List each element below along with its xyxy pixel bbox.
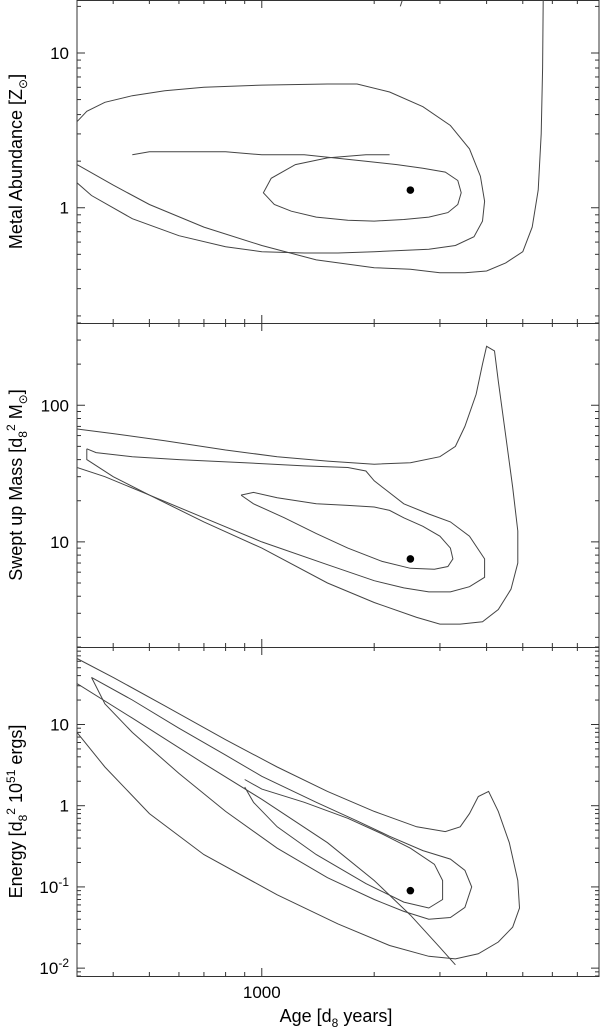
x-axis-label: Age [d8 years]	[280, 1006, 393, 1029]
confidence-contour	[77, 83, 486, 254]
y-axis-label: Swept up Mass [d82 M⊙]	[4, 389, 30, 581]
best-fit-point	[406, 886, 415, 895]
y-tick-label: 100	[41, 396, 69, 415]
plot-frame	[76, 0, 600, 324]
confidence-contour	[77, 658, 521, 960]
y-axis-label: Metal Abundance [Z⊙]	[6, 74, 30, 249]
y-axis-label: Energy [d82 1051 ergs]	[4, 725, 30, 899]
plot-frame	[76, 323, 600, 648]
best-fit-point	[406, 555, 415, 563]
y-tick-label: 10	[50, 715, 69, 734]
confidence-contour	[91, 676, 473, 920]
confidence-contour	[240, 491, 454, 570]
plot-frame	[76, 647, 600, 977]
confidence-contour	[77, 345, 519, 625]
confidence-contour	[77, 0, 544, 274]
confidence-contour	[399, 0, 403, 7]
confidence-contour	[244, 779, 444, 909]
x-tick-label: 1000	[243, 983, 281, 1002]
swept-up-mass-panel: 10 100 Swept up Mass [d82 M⊙]	[4, 322, 600, 648]
y-tick-label: 10-1	[39, 875, 69, 897]
y-tick-label: 1	[60, 199, 69, 218]
y-tick-label: 10-2	[39, 956, 69, 978]
confidence-contour	[86, 448, 486, 593]
confidence-contour	[77, 683, 456, 966]
y-tick-label: 10	[50, 533, 69, 552]
confidence-contour	[132, 151, 462, 222]
metal-abundance-panel: 1 10 Metal Abundance [Z⊙]	[6, 0, 600, 324]
energy-panel: 10-2 10-1 1 10 1000 Energy [d82 1051 ergs] Age…	[4, 646, 600, 1029]
best-fit-point	[406, 186, 415, 194]
y-tick-label: 1	[60, 797, 69, 816]
y-tick-label: 10	[50, 44, 69, 63]
